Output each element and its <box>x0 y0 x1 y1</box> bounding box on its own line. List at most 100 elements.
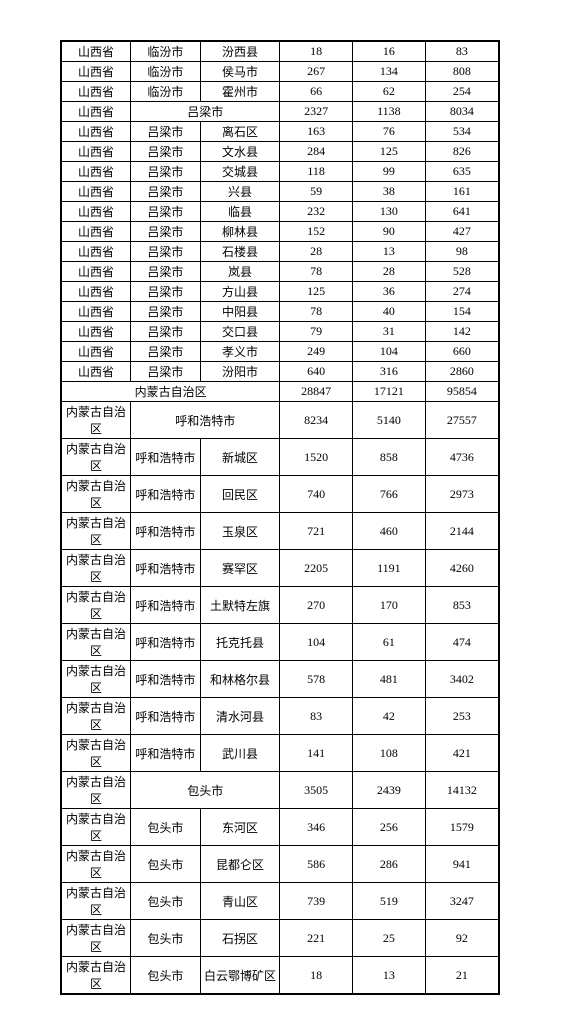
cell: 474 <box>425 624 499 661</box>
cell: 256 <box>353 809 426 846</box>
cell: 新城区 <box>200 439 280 476</box>
cell: 808 <box>425 62 499 82</box>
table-row: 内蒙古自治区呼和浩特市8234514027557 <box>61 402 499 439</box>
cell: 826 <box>425 142 499 162</box>
table-row: 内蒙古自治区呼和浩特市回民区7407662973 <box>61 476 499 513</box>
table-row: 内蒙古自治区呼和浩特市赛罕区220511914260 <box>61 550 499 587</box>
cell: 内蒙古自治区 <box>61 476 131 513</box>
cell: 内蒙古自治区 <box>61 382 280 402</box>
cell: 59 <box>280 182 353 202</box>
cell: 130 <box>353 202 426 222</box>
cell: 92 <box>425 920 499 957</box>
table-row: 山西省吕梁市兴县5938161 <box>61 182 499 202</box>
table-row: 内蒙古自治区呼和浩特市武川县141108421 <box>61 735 499 772</box>
cell: 吕梁市 <box>131 222 201 242</box>
cell: 土默特左旗 <box>200 587 280 624</box>
table-row: 内蒙古自治区包头市东河区3462561579 <box>61 809 499 846</box>
cell: 941 <box>425 846 499 883</box>
cell: 内蒙古自治区 <box>61 439 131 476</box>
cell: 163 <box>280 122 353 142</box>
cell: 27557 <box>425 402 499 439</box>
cell: 包头市 <box>131 920 201 957</box>
cell: 481 <box>353 661 426 698</box>
cell: 1579 <box>425 809 499 846</box>
cell: 石楼县 <box>200 242 280 262</box>
cell: 内蒙古自治区 <box>61 735 131 772</box>
cell: 吕梁市 <box>131 122 201 142</box>
cell: 霍州市 <box>200 82 280 102</box>
cell: 内蒙古自治区 <box>61 661 131 698</box>
cell: 文水县 <box>200 142 280 162</box>
cell: 152 <box>280 222 353 242</box>
cell: 83 <box>280 698 353 735</box>
table-row: 山西省吕梁市柳林县15290427 <box>61 222 499 242</box>
cell: 31 <box>353 322 426 342</box>
cell: 交口县 <box>200 322 280 342</box>
cell: 640 <box>280 362 353 382</box>
cell: 武川县 <box>200 735 280 772</box>
cell: 66 <box>280 82 353 102</box>
cell: 吕梁市 <box>131 202 201 222</box>
cell: 山西省 <box>61 122 131 142</box>
cell: 221 <box>280 920 353 957</box>
cell: 4260 <box>425 550 499 587</box>
cell: 吕梁市 <box>131 142 201 162</box>
cell: 交城县 <box>200 162 280 182</box>
cell: 427 <box>425 222 499 242</box>
cell: 3505 <box>280 772 353 809</box>
cell: 吕梁市 <box>131 282 201 302</box>
table-row: 山西省吕梁市方山县12536274 <box>61 282 499 302</box>
cell: 山西省 <box>61 342 131 362</box>
cell: 呼和浩特市 <box>131 698 201 735</box>
table-row: 内蒙古自治区288471712195854 <box>61 382 499 402</box>
cell: 635 <box>425 162 499 182</box>
cell: 吕梁市 <box>131 342 201 362</box>
cell: 2860 <box>425 362 499 382</box>
cell: 柳林县 <box>200 222 280 242</box>
table-row: 内蒙古自治区包头市青山区7395193247 <box>61 883 499 920</box>
cell: 104 <box>280 624 353 661</box>
cell: 36 <box>353 282 426 302</box>
cell: 270 <box>280 587 353 624</box>
cell: 吕梁市 <box>131 182 201 202</box>
table-row: 内蒙古自治区包头市白云鄂博矿区181321 <box>61 957 499 995</box>
cell: 山西省 <box>61 282 131 302</box>
table-row: 山西省吕梁市岚县7828528 <box>61 262 499 282</box>
cell: 呼和浩特市 <box>131 661 201 698</box>
cell: 16 <box>353 41 426 62</box>
cell: 山西省 <box>61 182 131 202</box>
cell: 62 <box>353 82 426 102</box>
cell: 253 <box>425 698 499 735</box>
table-row: 内蒙古自治区包头市石拐区2212592 <box>61 920 499 957</box>
table-row: 山西省吕梁市汾阳市6403162860 <box>61 362 499 382</box>
cell: 兴县 <box>200 182 280 202</box>
cell: 232 <box>280 202 353 222</box>
cell: 山西省 <box>61 82 131 102</box>
cell: 28 <box>280 242 353 262</box>
cell: 2439 <box>353 772 426 809</box>
cell: 8234 <box>280 402 353 439</box>
cell: 呼和浩特市 <box>131 587 201 624</box>
table-row: 山西省吕梁市交口县7931142 <box>61 322 499 342</box>
table-row: 内蒙古自治区呼和浩特市和林格尔县5784813402 <box>61 661 499 698</box>
cell: 内蒙古自治区 <box>61 846 131 883</box>
cell: 13 <box>353 242 426 262</box>
cell: 284 <box>280 142 353 162</box>
cell: 山西省 <box>61 142 131 162</box>
cell: 侯马市 <box>200 62 280 82</box>
cell: 1191 <box>353 550 426 587</box>
cell: 内蒙古自治区 <box>61 772 131 809</box>
cell: 离石区 <box>200 122 280 142</box>
cell: 141 <box>280 735 353 772</box>
cell: 740 <box>280 476 353 513</box>
cell: 内蒙古自治区 <box>61 402 131 439</box>
cell: 2973 <box>425 476 499 513</box>
cell: 山西省 <box>61 302 131 322</box>
cell: 766 <box>353 476 426 513</box>
cell: 山西省 <box>61 102 131 122</box>
cell: 125 <box>280 282 353 302</box>
cell: 玉泉区 <box>200 513 280 550</box>
cell: 临县 <box>200 202 280 222</box>
cell: 83 <box>425 41 499 62</box>
cell: 吕梁市 <box>131 322 201 342</box>
